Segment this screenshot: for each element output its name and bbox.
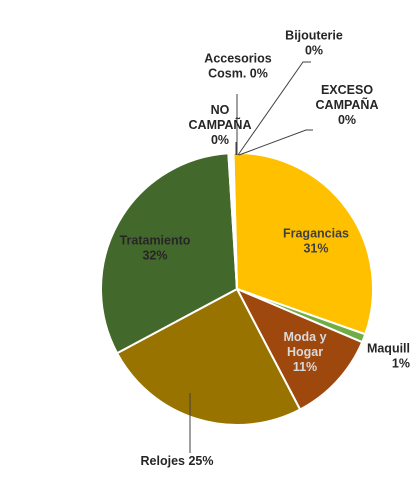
- data-label-4-line-0: Tratamiento: [120, 234, 191, 248]
- leader-lines: [189, 61, 313, 453]
- data-label-4: Tratamiento 32%: [120, 234, 191, 263]
- data-label-2-line-0: Moda y: [283, 330, 326, 344]
- data-label-5: NO CAMPAÑA 0%: [189, 103, 252, 147]
- data-label-8-line-1: CAMPAÑA: [316, 97, 379, 112]
- pie-slice-8: [231, 152, 238, 290]
- pie-slices: [100, 152, 374, 426]
- data-label-8: EXCESO CAMPAÑA 0%: [316, 83, 379, 127]
- data-label-6-line-0: Accesorios: [204, 52, 271, 66]
- data-label-8-line-0: EXCESO: [321, 83, 373, 97]
- data-label-7-line-1: 0%: [305, 44, 323, 58]
- data-label-6-line-1: Cosm. 0%: [208, 67, 268, 81]
- leader-line-8: [238, 129, 313, 156]
- data-label-1: Maquill 1%: [367, 342, 410, 371]
- data-label-0-line-0: Fragancias: [283, 227, 349, 241]
- data-label-2-line-1: Hogar: [287, 345, 323, 359]
- data-label-0: Fragancias 31%: [283, 227, 349, 256]
- data-label-6: Accesorios Cosm. 0%: [204, 52, 271, 81]
- data-label-2-line-2: 11%: [293, 360, 317, 374]
- data-label-4-line-1: 32%: [142, 249, 167, 263]
- data-label-3-line-0: Relojes 25%: [141, 454, 214, 468]
- data-label-0-line-1: 31%: [303, 242, 328, 256]
- data-label-2: Moda y Hogar 11%: [283, 330, 326, 374]
- data-label-7-line-0: Bijouterie: [285, 29, 343, 43]
- data-label-7: Bijouterie 0%: [285, 29, 343, 58]
- pie-slice-4: [100, 152, 239, 355]
- data-label-8-line-2: 0%: [338, 113, 356, 127]
- data-label-3: Relojes 25%: [141, 454, 214, 468]
- pie-slice-2: [234, 286, 364, 411]
- data-label-1-line-1: 1%: [392, 357, 410, 371]
- data-label-1-line-0: Maquill: [367, 342, 410, 356]
- data-label-5-line-0: NO: [211, 103, 230, 117]
- data-labels: Fragancias 31% Maquill 1% Moda y Hogar 11% Relo…: [120, 29, 410, 469]
- pie-slice-3: [115, 287, 302, 426]
- leader-line-7: [237, 61, 311, 156]
- pie-slice-0: [232, 152, 374, 336]
- data-label-5-line-1: CAMPAÑA: [189, 117, 252, 132]
- data-label-5-line-2: 0%: [211, 133, 229, 147]
